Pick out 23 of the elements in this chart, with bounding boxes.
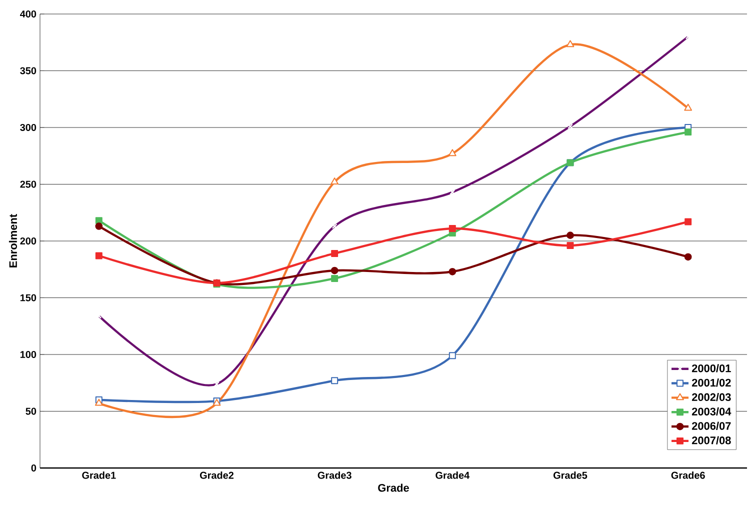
legend-label: 2003/04 xyxy=(692,407,732,416)
y-tick-label: 150 xyxy=(20,294,36,302)
y-tick-label: 50 xyxy=(26,408,36,415)
y-tick-label: 200 xyxy=(20,237,36,245)
x-tick-label: Grade6 xyxy=(671,472,705,479)
y-tick-label: 350 xyxy=(20,67,36,74)
y-tick-label: 0 xyxy=(31,464,36,472)
legend-label: 2006/07 xyxy=(692,422,731,430)
x-tick-label: Grade4 xyxy=(436,472,470,479)
legend-label: 2000/01 xyxy=(692,364,731,372)
y-tick-label: 300 xyxy=(20,124,36,132)
x-axis-title: Grade xyxy=(378,484,409,492)
x-tick-label: Grade2 xyxy=(200,472,234,479)
x-tick-label: Grade1 xyxy=(82,472,116,479)
y-tick-label: 100 xyxy=(20,350,36,358)
x-tick-label: Grade5 xyxy=(553,472,588,479)
legend-label: 2001/02 xyxy=(692,378,731,387)
y-axis-title: Enrolment xyxy=(8,214,18,268)
y-tick-label: 400 xyxy=(20,10,36,18)
y-tick-label: 250 xyxy=(20,180,36,188)
x-tick-label: Grade3 xyxy=(318,472,352,479)
legend-label: 2007/08 xyxy=(692,436,731,444)
legend-label: 2002/03 xyxy=(692,392,731,402)
